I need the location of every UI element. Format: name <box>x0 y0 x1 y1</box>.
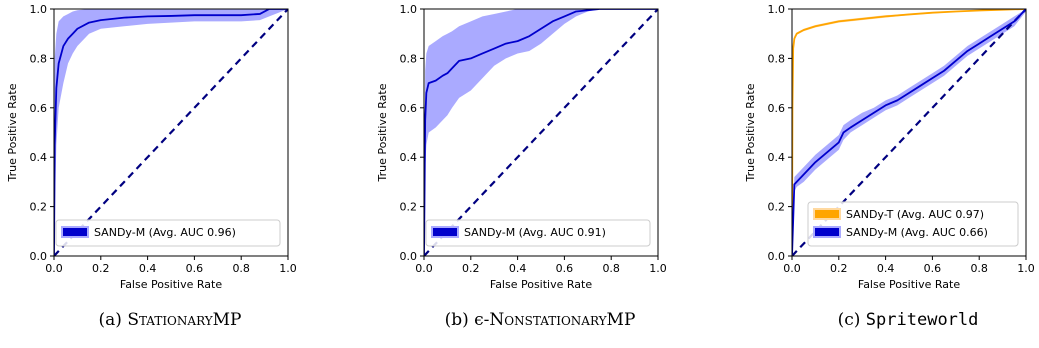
x-tick-label-1-0: 0.0 <box>415 262 433 275</box>
y-tick-label-1-5: 1.0 <box>400 3 418 16</box>
confidence-band-1-0 <box>424 9 658 256</box>
y-tick-label-1-3: 0.6 <box>400 102 418 115</box>
legend-swatch-1-0 <box>431 226 459 238</box>
chance-diagonal-1 <box>424 9 658 256</box>
confidence-band-0-0 <box>54 9 288 256</box>
y-tick-label-2-3: 0.6 <box>768 102 786 115</box>
y-tick-label-0-1: 0.2 <box>30 201 48 214</box>
y-axis-label-1: True Positive Rate <box>376 83 389 182</box>
legend-box-2 <box>807 201 1019 247</box>
chart-2: 0.0 0.2 0.4 0.6 0.8 1.0 0.0 0.2 0.4 0.6 0.8 1.0 Fals… <box>744 3 1035 291</box>
legend-0: SANDy-M (Avg. AUC 0.96) <box>55 219 281 247</box>
legend-label-2-1: SANDy-M (Avg. AUC 0.66) <box>846 226 988 239</box>
x-tick-label-1-2: 0.4 <box>509 262 527 275</box>
legend-1: SANDy-M (Avg. AUC 0.91) <box>425 219 651 247</box>
y-tick-label-2-0: 0.0 <box>768 250 786 263</box>
y-tick-label-1-1: 0.2 <box>400 201 418 214</box>
x-tick-label-2-4: 0.8 <box>970 262 988 275</box>
roc-line-1-0 <box>424 9 658 256</box>
legend-label-2-0: SANDy-T (Avg. AUC 0.97) <box>846 208 984 221</box>
x-tick-label-0-3: 0.6 <box>186 262 204 275</box>
x-tick-label-0-0: 0.0 <box>45 262 63 275</box>
legend-swatch-0-0 <box>61 226 89 238</box>
caption-a: (a) StationaryMP <box>20 310 320 330</box>
x-tick-label-0-2: 0.4 <box>139 262 157 275</box>
caption-a-prefix: (a) <box>98 310 128 330</box>
legend-2: SANDy-T (Avg. AUC 0.97) SANDy-M (Avg. AUC… <box>807 201 1019 247</box>
x-tick-label-2-3: 0.6 <box>924 262 942 275</box>
y-tick-label-1-0: 0.0 <box>400 250 418 263</box>
x-tick-label-2-5: 1.0 <box>1017 262 1035 275</box>
x-axis-label-0: False Positive Rate <box>120 278 222 291</box>
chart-0: 0.0 0.2 0.4 0.6 0.8 1.0 0.0 0.2 0.4 0.6 0.8 1.0 Fals… <box>6 3 297 291</box>
plot-area-1 <box>424 9 658 256</box>
y-tick-label-2-4: 0.8 <box>768 52 786 65</box>
y-axis-label-0: True Positive Rate <box>6 83 19 182</box>
chart-1: 0.0 0.2 0.4 0.6 0.8 1.0 0.0 0.2 0.4 0.6 0.8 1.0 Fals… <box>376 3 667 291</box>
caption-c-prefix: (c) <box>837 310 866 330</box>
y-tick-label-0-0: 0.0 <box>30 250 48 263</box>
roc-line-2-1 <box>792 9 1026 256</box>
x-tick-label-0-5: 1.0 <box>279 262 297 275</box>
axes-frame-0 <box>53 8 289 257</box>
chance-diagonal-2 <box>792 9 1026 256</box>
x-tick-label-0-4: 0.8 <box>232 262 250 275</box>
x-tick-label-1-3: 0.6 <box>556 262 574 275</box>
caption-b-text: NonstationaryMP <box>489 310 636 330</box>
legend-swatch-2-1 <box>813 226 841 238</box>
legend-label-0-0: SANDy-M (Avg. AUC 0.96) <box>94 226 236 239</box>
legend-box-1 <box>425 219 651 247</box>
y-tick-label-0-5: 1.0 <box>30 3 48 16</box>
axes-frame-2 <box>791 8 1027 257</box>
caption-b-prefix: (b) ϵ- <box>444 310 490 330</box>
x-tick-label-1-5: 1.0 <box>649 262 667 275</box>
plot-area-0 <box>54 9 288 256</box>
y-axis-label-2: True Positive Rate <box>744 83 757 182</box>
x-axis-label-1: False Positive Rate <box>490 278 592 291</box>
y-tick-label-1-4: 0.8 <box>400 52 418 65</box>
legend-label-1-0: SANDy-M (Avg. AUC 0.91) <box>464 226 606 239</box>
x-tick-label-2-0: 0.0 <box>783 262 801 275</box>
x-tick-label-0-1: 0.2 <box>92 262 110 275</box>
x-tick-label-1-4: 0.8 <box>602 262 620 275</box>
caption-b: (b) ϵ-NonstationaryMP <box>390 310 690 330</box>
legend-box-0 <box>55 219 281 247</box>
y-tick-label-2-2: 0.4 <box>768 151 786 164</box>
caption-c-text: Spriteworld <box>865 310 979 330</box>
x-tick-label-2-1: 0.2 <box>830 262 848 275</box>
caption-c: (c) Spriteworld <box>758 310 1039 330</box>
plot-area-2 <box>792 9 1026 256</box>
legend-swatch-2-0 <box>813 208 841 220</box>
y-tick-label-0-3: 0.6 <box>30 102 48 115</box>
x-axis-label-2: False Positive Rate <box>858 278 960 291</box>
x-tick-label-1-1: 0.2 <box>462 262 480 275</box>
roc-line-2-0 <box>792 9 1026 256</box>
y-tick-label-0-4: 0.8 <box>30 52 48 65</box>
roc-line-0-0 <box>54 9 288 256</box>
x-tick-label-2-2: 0.4 <box>877 262 895 275</box>
chance-diagonal-0 <box>54 9 288 256</box>
axes-frame-1 <box>423 8 659 257</box>
y-tick-label-0-2: 0.4 <box>30 151 48 164</box>
y-tick-label-1-2: 0.4 <box>400 151 418 164</box>
y-tick-label-2-1: 0.2 <box>768 201 786 214</box>
y-tick-label-2-5: 1.0 <box>768 3 786 16</box>
caption-a-text: StationaryMP <box>127 310 242 330</box>
